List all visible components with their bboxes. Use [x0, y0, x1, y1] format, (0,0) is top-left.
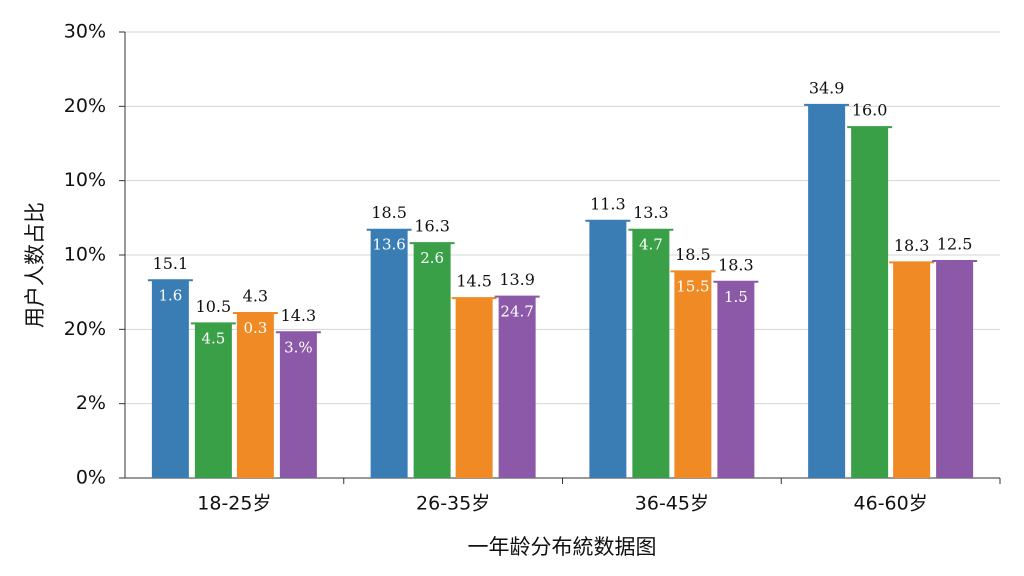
- x-tick-label: 46-60岁: [854, 493, 928, 515]
- bar: [589, 220, 627, 478]
- bar: [851, 127, 889, 478]
- bar: [717, 281, 755, 478]
- value-label: 14.5: [456, 272, 492, 291]
- inner-label: 13.6: [372, 236, 405, 254]
- value-label: 13.9: [499, 270, 535, 289]
- inner-label: 1.6: [158, 286, 182, 304]
- bar: [236, 312, 274, 478]
- bar: [498, 296, 536, 478]
- value-label: 18.5: [371, 203, 407, 222]
- bar: [279, 332, 317, 478]
- bar: [455, 298, 493, 478]
- value-label: 34.9: [809, 78, 845, 97]
- inner-label: 3.%: [284, 338, 313, 356]
- value-label: 14.3: [281, 306, 317, 325]
- bar: [632, 229, 670, 478]
- bar: [893, 262, 931, 478]
- value-label: 16.3: [414, 217, 450, 236]
- inner-label: 15.5: [676, 277, 709, 295]
- value-label: 18.3: [718, 255, 754, 274]
- x-tick-label: 36-45岁: [635, 493, 709, 515]
- inner-label: 4.5: [201, 329, 225, 347]
- x-axis-label: 一年龄分布統数据图: [468, 535, 657, 559]
- inner-label: 2.6: [420, 249, 444, 267]
- value-label: 11.3: [590, 194, 626, 213]
- bar: [194, 323, 232, 478]
- value-label: 13.3: [633, 203, 669, 222]
- value-label: 10.5: [196, 297, 232, 316]
- value-label: 12.5: [937, 234, 973, 253]
- y-axis-label: 用户人数占比: [23, 202, 47, 328]
- x-tick-label: 18-25岁: [197, 493, 271, 515]
- bar: [936, 260, 974, 478]
- inner-label: 24.7: [500, 303, 533, 321]
- y-tick-label: 20%: [64, 318, 106, 340]
- value-label: 16.0: [852, 101, 888, 120]
- value-label: 4.3: [243, 286, 268, 305]
- bar: [413, 243, 451, 478]
- value-label: 18.3: [894, 236, 930, 255]
- value-label: 15.1: [153, 254, 189, 273]
- bar: [808, 104, 846, 478]
- y-tick-label: 30%: [64, 21, 106, 43]
- y-tick-label: 20%: [64, 95, 106, 117]
- y-tick-label: 0%: [76, 467, 106, 489]
- inner-label: 4.7: [639, 236, 663, 254]
- y-tick-label: 10%: [64, 244, 106, 266]
- value-label: 18.5: [675, 245, 711, 264]
- x-tick-label: 26-35岁: [416, 493, 490, 515]
- bar: [370, 229, 408, 478]
- inner-label: 1.5: [724, 288, 748, 306]
- y-tick-label: 2%: [76, 392, 106, 414]
- y-tick-label: 10%: [64, 169, 106, 191]
- inner-label: 0.3: [243, 319, 267, 337]
- bar: [151, 280, 189, 478]
- bar: [674, 271, 712, 478]
